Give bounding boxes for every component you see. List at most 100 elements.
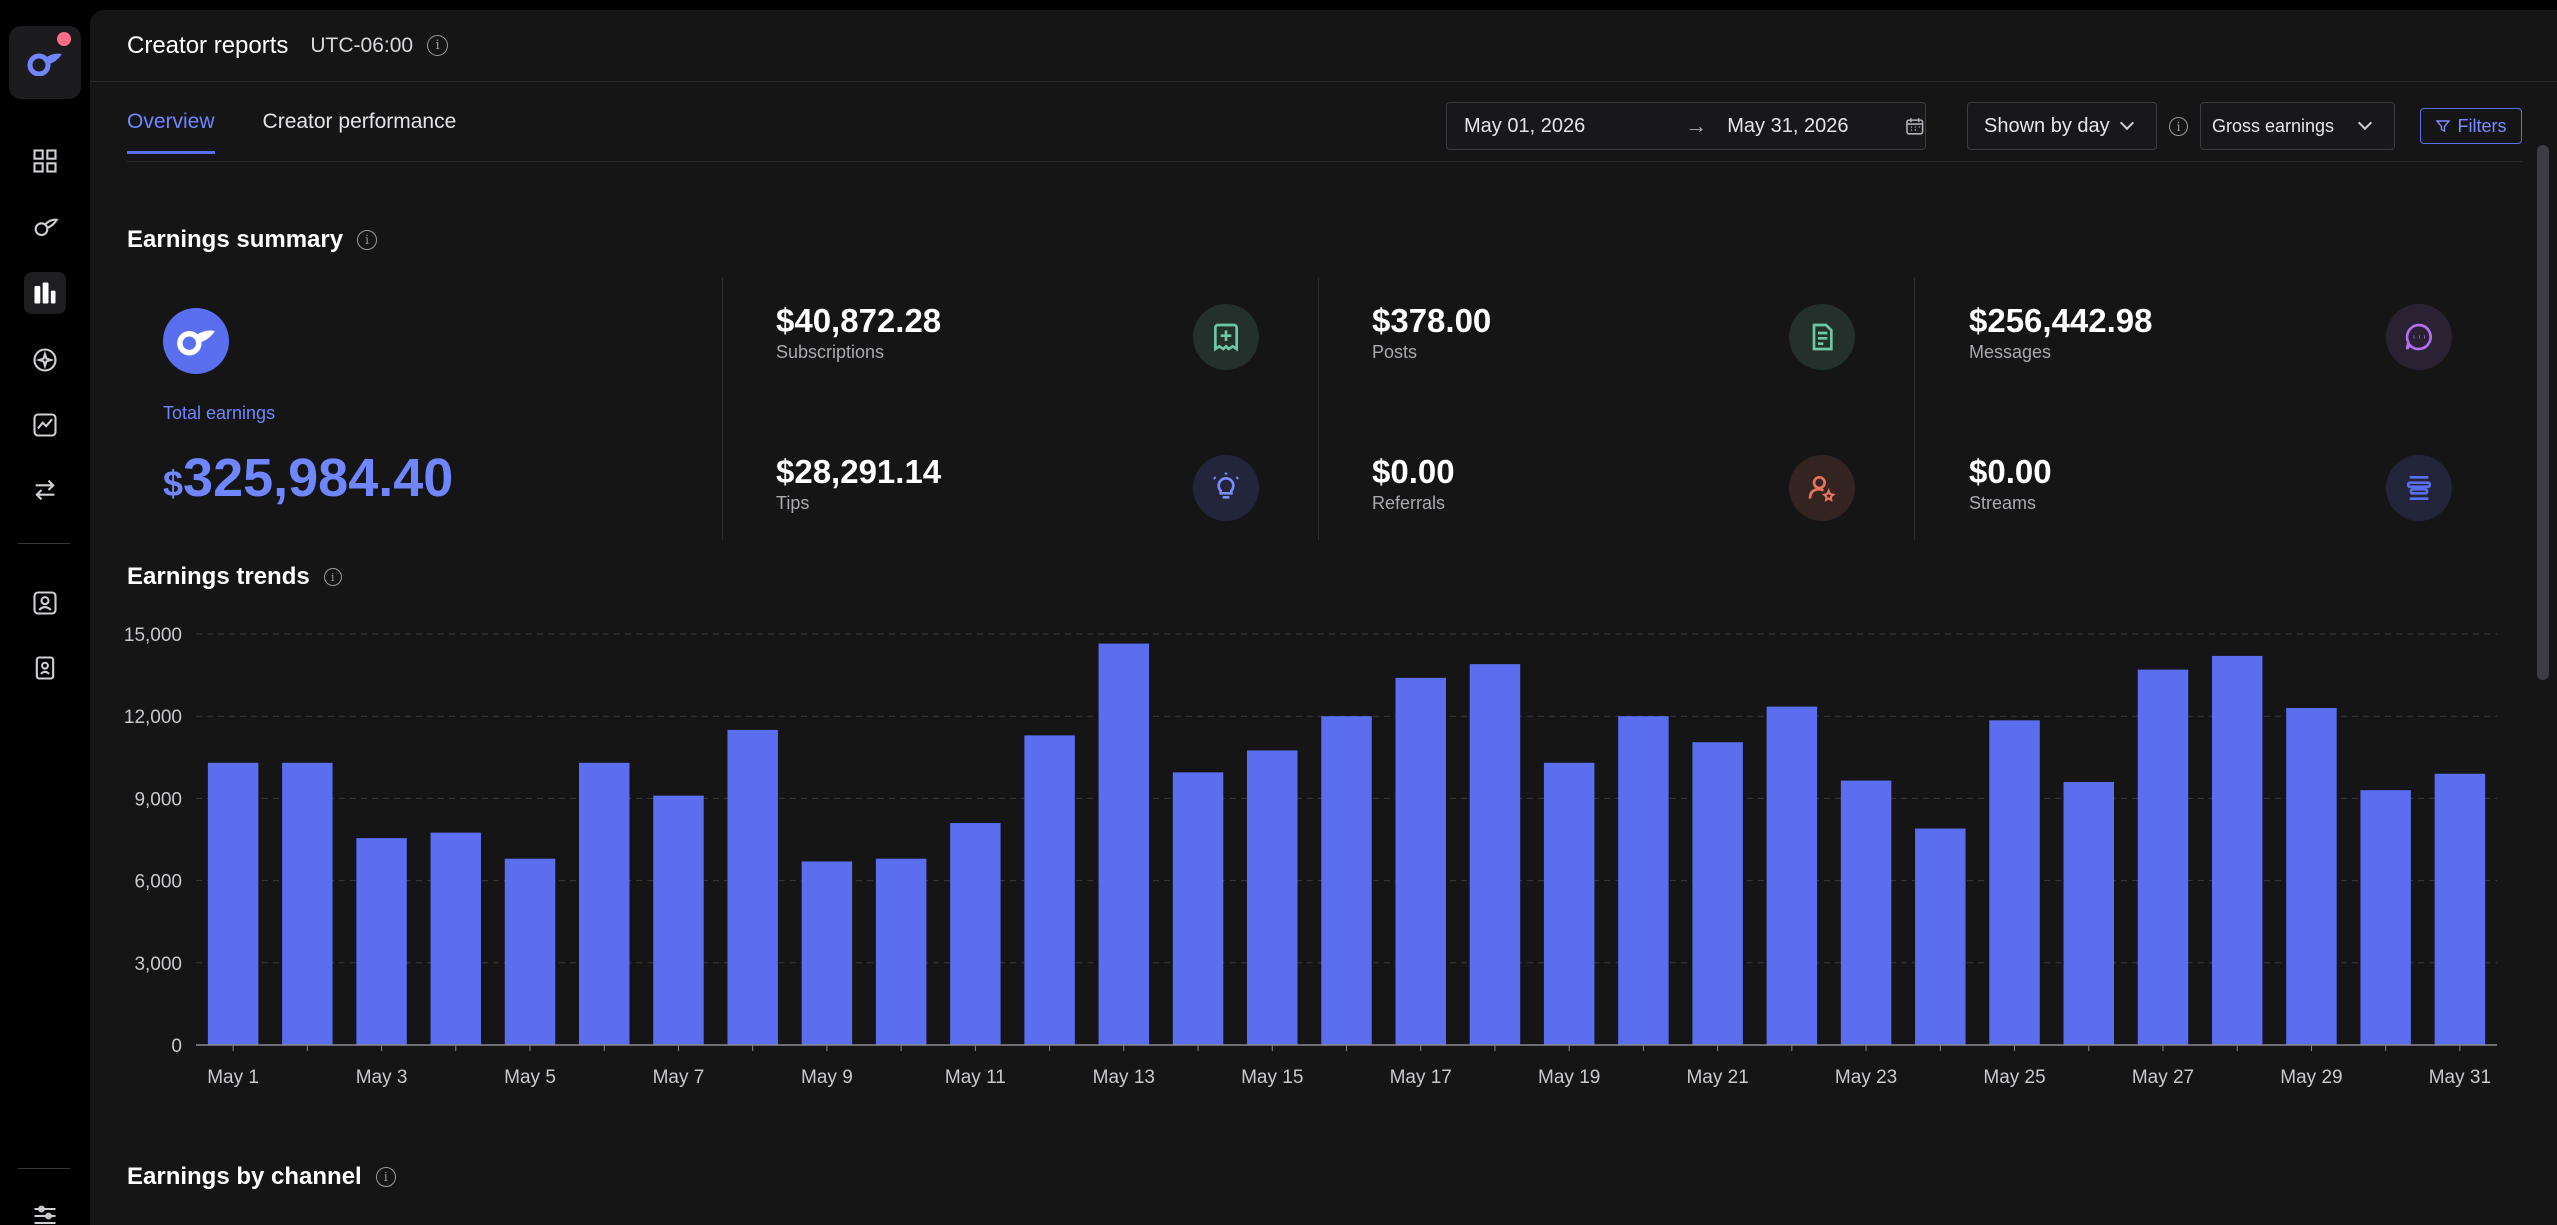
filters-button[interactable]: Filters [2420,108,2522,144]
y-tick-label: 6,000 [134,872,182,893]
id-badge-icon [35,656,55,680]
nav-transfers-button[interactable] [24,469,66,511]
granularity-value: Shown by day [1984,114,2110,137]
bar-chart-icon [34,282,56,304]
chart-bar [1469,664,1521,1045]
metric-label: Tips [776,493,810,513]
tab-overview[interactable]: Overview [127,110,215,154]
calendar-icon[interactable] [1905,116,1925,136]
metric-label: Subscriptions [776,342,885,362]
tabs-divider [127,161,2522,162]
earnings-summary-heading: Earnings summary i [127,226,378,254]
x-tick-label: May 11 [945,1067,1006,1088]
end-date-input[interactable]: May 31, 2026 [1727,114,1849,137]
y-tick-label: 9,000 [134,789,182,810]
streams-icon [2407,476,2431,500]
nav-creators-button[interactable] [24,207,66,249]
chart-bar [727,729,778,1045]
metric-label: Referrals [1372,493,1446,513]
top-bar: Creator reports UTC-06:00 i [90,10,2557,82]
x-tick-label: May 3 [356,1067,408,1088]
chart-bar [1321,716,1372,1045]
chart-bar [1024,735,1075,1045]
plus-square-icon [1214,323,1238,352]
referrals-badge [1789,455,1855,521]
sidebar-divider-bottom [18,1168,70,1169]
x-tick-label: May 7 [653,1067,705,1088]
streams-badge [2386,455,2452,521]
earnings-summary-title: Earnings summary [127,226,344,253]
metric-value: Gross earnings [2212,115,2335,136]
x-tick-label: May 25 [1983,1067,2045,1088]
metric-value: $256,442.98 [1969,302,2153,339]
metric-posts: $378.00 Posts [1372,302,1491,363]
scrollbar-thumb[interactable] [2537,145,2549,680]
metric-streams: $0.00 Streams [1969,453,2052,514]
chart-bar [1692,742,1743,1045]
x-tick-label: May 13 [1093,1067,1155,1088]
x-tick-label: May 31 [2429,1067,2491,1088]
metric-tips: $28,291.14 Tips [776,453,941,514]
earnings-by-channel-title: Earnings by channel [127,1163,362,1190]
date-range-picker[interactable]: May 01, 2026 → May 31, 2026 [1446,102,1926,150]
chart-bar [1247,750,1298,1045]
info-icon[interactable]: i [357,230,378,250]
chart-bar [504,858,556,1045]
chart-bar [1766,706,1818,1045]
nav-analytics-button[interactable] [24,404,66,446]
earnings-trends-title: Earnings trends [127,563,310,590]
nav-profile-button[interactable] [24,582,66,624]
metric-subscriptions: $40,872.28 Subscriptions [776,302,941,363]
metric-value: $0.00 [1969,453,2052,490]
tab-creator-performance[interactable]: Creator performance [262,110,457,133]
start-date-input[interactable]: May 01, 2026 [1464,114,1586,137]
posts-badge [1789,304,1855,370]
chat-bubble-icon [2405,323,2432,351]
y-tick-label: 12,000 [124,707,182,728]
sparkle-badge-icon [33,348,57,372]
x-tick-label: May 5 [504,1067,556,1088]
chart-bar [430,832,482,1045]
app-logo-button[interactable] [9,26,81,99]
chart-bar [875,858,927,1045]
sidebar [0,0,90,1225]
filters-label: Filters [2457,115,2507,136]
currency-symbol: $ [163,463,184,504]
info-icon[interactable]: i [323,568,342,586]
earnings-by-channel-heading: Earnings by channel i [127,1163,396,1191]
chart-bar [2286,707,2337,1045]
metric-messages: $256,442.98 Messages [1969,302,2153,363]
creator-logo-icon [177,330,215,356]
metric-label: Posts [1372,342,1418,362]
page-title: Creator reports [127,31,289,59]
metric-label: Streams [1969,493,2037,513]
nav-reports-button[interactable] [24,272,66,314]
chart-bar [2211,655,2263,1045]
timezone-label: UTC-06:00 [310,33,414,57]
nav-campaigns-button[interactable] [24,339,66,381]
granularity-select[interactable]: Shown by day [1967,102,2157,150]
nav-settings-button[interactable] [24,1195,66,1225]
x-tick-label: May 19 [1538,1067,1600,1088]
granularity-info-icon[interactable]: i [2169,117,2188,136]
info-icon[interactable]: i [375,1167,396,1187]
chart-bar [1172,772,1224,1045]
y-tick-label: 3,000 [134,954,182,975]
x-tick-label: May 27 [2132,1067,2194,1088]
messages-badge [2386,304,2452,370]
filter-funnel-icon [2435,120,2450,133]
metric-select[interactable]: Gross earnings [2200,102,2395,150]
info-icon[interactable]: i [427,35,449,56]
nav-id-badge-button[interactable] [24,647,66,689]
chart-bar [207,762,259,1045]
chart-bar [1989,720,2040,1045]
x-tick-label: May 15 [1241,1067,1303,1088]
total-earnings-amount: 325,984.40 [183,448,454,508]
metric-referrals: $0.00 Referrals [1372,453,1455,514]
metric-value: $378.00 [1372,302,1492,339]
nav-dashboard-button[interactable] [24,140,66,182]
metric-value: $0.00 [1372,453,1455,490]
chart-bar [1098,643,1150,1045]
creator-logo-icon [34,218,59,237]
document-icon [1812,323,1833,351]
